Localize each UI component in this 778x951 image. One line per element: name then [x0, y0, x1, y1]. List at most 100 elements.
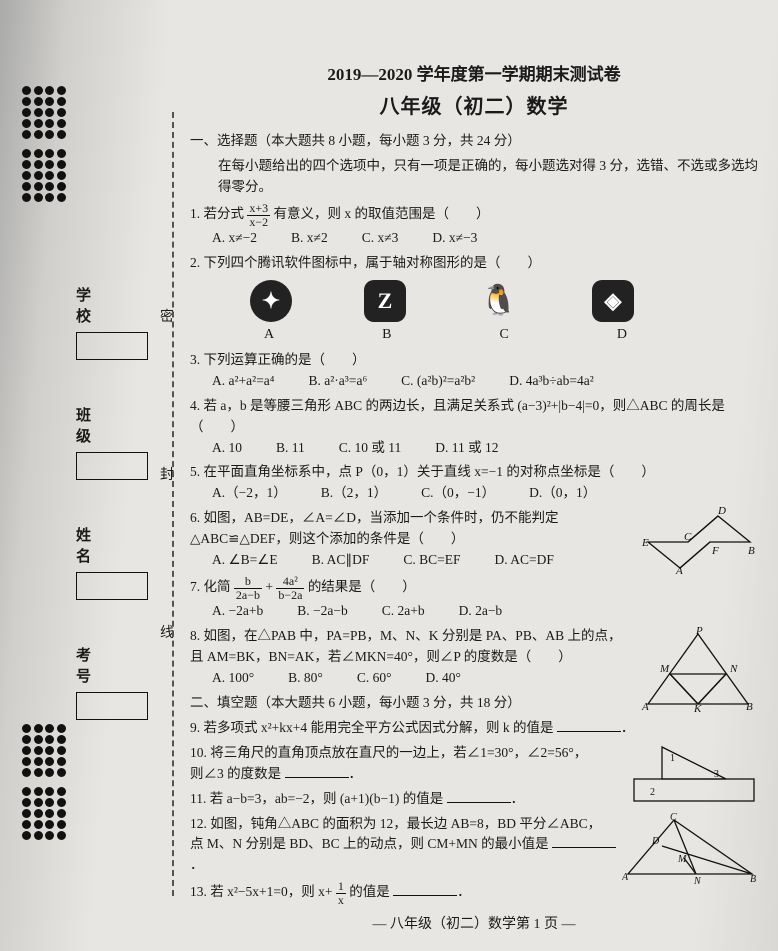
question-7: 7. 化简 b2a−b + 4a²b−2a 的结果是（ ） A. −2a+b B…	[190, 575, 758, 622]
q3-opt-a: A. a²+a²=a⁴	[212, 371, 275, 392]
section1-note: 在每小题给出的四个选项中，只有一项是正确的，每小题选对得 3 分，选错、不选或多…	[190, 156, 758, 198]
q5-opt-d: D.（0，1）	[529, 483, 596, 504]
q12-figure: A B C D M N	[622, 810, 758, 890]
bubble-block	[22, 149, 66, 202]
q8-opt-a: A. 100°	[212, 668, 254, 689]
q1-opt-c: C. x≠3	[362, 228, 399, 249]
seal-dashed-line	[172, 112, 174, 896]
svg-text:1: 1	[670, 753, 675, 764]
school-field: 学 校	[76, 284, 150, 360]
svg-text:E: E	[641, 537, 649, 549]
question-11: 11. 若 a−b=3，ab=−2，则 (a+1)(b−1) 的值是 ．	[190, 789, 758, 810]
q1-opt-a: A. x≠−2	[212, 228, 257, 249]
svg-text:B: B	[748, 545, 755, 557]
q4-opt-d: D. 11 或 12	[435, 438, 498, 459]
class-label: 班 级	[76, 404, 150, 446]
q13-blank[interactable]	[393, 884, 457, 896]
q8-stem2: 且 AM=BK，BN=AK，若∠MKN=40°，则∠P 的度数是（ ）	[190, 647, 638, 668]
student-info-column: 学 校 班 级 姓 名 考 号	[76, 284, 150, 764]
section1-heading: 一、选择题（本大题共 8 小题，每小题 3 分，共 24 分）	[190, 131, 758, 152]
q6-opt-d: D. AC=DF	[495, 550, 554, 571]
q8-figure: P M N A K B	[640, 626, 758, 712]
q5-stem: 5. 在平面直角坐标系中，点 P（0，1）关于直线 x=−1 的对称点坐标是（ …	[190, 462, 758, 483]
svg-text:P: P	[695, 626, 703, 637]
q13-post: 的值是	[349, 884, 390, 899]
exam-id-field: 考 号	[76, 644, 150, 720]
q7-opt-d: D. 2a−b	[459, 601, 503, 622]
q6-stem2: △ABC≌△DEF，则这个添加的条件是（ ）	[190, 529, 638, 550]
question-2: 2. 下列四个腾讯软件图标中，属于轴对称图形的是（ ） ✦ Z 🐧 ◈ A B …	[190, 253, 758, 346]
exam-title-line1: 2019—2020 学年度第一学期期末测试卷	[190, 62, 758, 88]
q4-opt-a: A. 10	[212, 438, 242, 459]
question-4: 4. 若 a，b 是等腰三角形 ABC 的两边长，且满足关系式 (a−3)²+|…	[190, 396, 758, 459]
q3-opt-b: B. a²·a³=a⁶	[309, 371, 368, 392]
q2-stem: 2. 下列四个腾讯软件图标中，属于轴对称图形的是（ ）	[190, 253, 758, 274]
qzone-icon: Z	[364, 280, 406, 322]
q9-stem: 9. 若多项式 x²+kx+4 能用完全平方公式因式分解，则 k 的值是	[190, 720, 554, 735]
q12-blank[interactable]	[552, 836, 616, 848]
svg-text:B: B	[746, 701, 753, 712]
q7-pre: 7. 化简	[190, 579, 234, 594]
question-5: 5. 在平面直角坐标系中，点 P（0，1）关于直线 x=−1 的对称点坐标是（ …	[190, 462, 758, 504]
q7-opt-a: A. −2a+b	[212, 601, 263, 622]
exam-id-label: 考 号	[76, 644, 150, 686]
q12-stem2: 点 M、N 分别是 BD、BC 上的动点，则 CM+MN 的最小值是	[190, 836, 549, 851]
svg-text:D: D	[651, 836, 660, 847]
q10-blank[interactable]	[285, 766, 349, 778]
q6-opt-a: A. ∠B=∠E	[212, 550, 278, 571]
q11-blank[interactable]	[447, 791, 511, 803]
bubble-column	[22, 86, 66, 212]
q4-opt-b: B. 11	[276, 438, 305, 459]
exam-title-line2: 八年级（初二）数学	[190, 92, 758, 123]
svg-text:K: K	[693, 703, 702, 712]
name-input-box[interactable]	[76, 572, 148, 600]
school-label: 学 校	[76, 284, 150, 326]
q3-opt-d: D. 4a³b÷ab=4a²	[509, 371, 594, 392]
q5-opt-c: C.（0，−1）	[421, 483, 495, 504]
q2-label-a: A	[264, 324, 274, 346]
school-input-box[interactable]	[76, 332, 148, 360]
exam-id-input-box[interactable]	[76, 692, 148, 720]
q4-stem: 4. 若 a，b 是等腰三角形 ABC 的两边长，且满足关系式 (a−3)²+|…	[190, 396, 758, 438]
question-12: A B C D M N 12. 如图，钝角△ABC 的面积为 12，最长边 AB…	[190, 814, 758, 877]
svg-text:3: 3	[714, 769, 719, 780]
q3-stem: 3. 下列运算正确的是（ ）	[190, 350, 758, 371]
q5-opt-a: A.（−2，1）	[212, 483, 287, 504]
q8-opt-b: B. 80°	[288, 668, 323, 689]
q7-opt-b: B. −2a−b	[297, 601, 347, 622]
q6-opt-b: B. AC∥DF	[312, 550, 370, 571]
class-field: 班 级	[76, 404, 150, 480]
question-8: P M N A K B 8. 如图，在△PAB 中，PA=PB，M、N、K 分别…	[190, 626, 758, 689]
bubble-block	[22, 787, 66, 840]
q8-opt-c: C. 60°	[357, 668, 392, 689]
q1-stem-pre: 1. 若分式	[190, 206, 247, 221]
q13-pre: 13. 若 x²−5x+1=0，则 x+	[190, 884, 333, 899]
question-13: 13. 若 x²−5x+1=0，则 x+ 1x 的值是 ．	[190, 880, 758, 906]
svg-text:M: M	[659, 663, 670, 675]
q2-label-c: C	[499, 324, 508, 346]
exam-content: 2019—2020 学年度第一学期期末测试卷 八年级（初二）数学 一、选择题（本…	[190, 62, 758, 936]
q7-opt-c: C. 2a+b	[382, 601, 425, 622]
question-1: 1. 若分式 x+3x−2 有意义，则 x 的取值范围是（ ） A. x≠−2 …	[190, 202, 758, 249]
question-3: 3. 下列运算正确的是（ ） A. a²+a²=a⁴ B. a²·a³=a⁶ C…	[190, 350, 758, 392]
qq-icon: 🐧	[478, 280, 520, 322]
q1-stem-post: 有意义，则 x 的取值范围是（ ）	[274, 206, 490, 221]
q10-stem2: 则∠3 的度数是	[190, 766, 281, 781]
wechat-icon: ✦	[250, 280, 292, 322]
name-field: 姓 名	[76, 524, 150, 600]
svg-text:N: N	[729, 663, 738, 675]
class-input-box[interactable]	[76, 452, 148, 480]
exam-page: 学 校 班 级 姓 名 考 号 密 封 线 2019—2020 学年度第一学期期…	[0, 0, 778, 951]
q3-opt-c: C. (a²b)²=a²b²	[401, 371, 475, 392]
q2-label-d: D	[617, 324, 627, 346]
bubble-column-bottom	[22, 724, 66, 850]
q9-blank[interactable]	[557, 720, 621, 732]
q12-stem1: 12. 如图，钝角△ABC 的面积为 12，最长边 AB=8，BD 平分∠ABC…	[190, 814, 618, 835]
tencent-manager-icon: ◈	[592, 280, 634, 322]
svg-text:C: C	[684, 531, 692, 543]
svg-text:A: A	[641, 701, 649, 712]
q6-figure: D E C F B A	[640, 502, 758, 576]
svg-text:C: C	[670, 812, 677, 823]
q1-fraction: x+3x−2	[247, 202, 270, 228]
q7-post: 的结果是（ ）	[308, 579, 416, 594]
